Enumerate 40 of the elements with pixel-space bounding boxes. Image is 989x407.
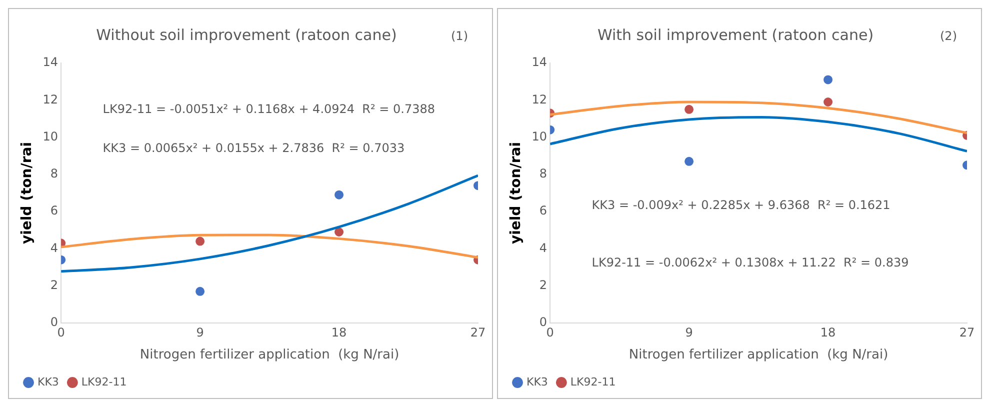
x-tick-label: 18 (820, 325, 836, 340)
y-tick-label: 14 (42, 55, 58, 70)
x-tick-label: 18 (331, 325, 347, 340)
y-tick-label: 0 (50, 315, 58, 330)
chart-title: With soil improvement (ratoon cane) (597, 26, 874, 44)
y-tick-label: 8 (539, 166, 548, 181)
line-series (61, 174, 478, 273)
y-tick-label: 14 (532, 55, 548, 70)
y-tick-label: 12 (42, 92, 58, 106)
y-tick-label: 10 (532, 129, 548, 144)
annotation: KK3 = -0.009x² + 0.2285x + 9.6368 R² = 0.1621 (592, 198, 890, 212)
chart-title: Without soil improvement (ratoon cane) (96, 26, 397, 44)
x-tick-label: 9 (196, 325, 204, 340)
y-tick-label: 4 (50, 240, 58, 255)
legend-label: LK92-11 (570, 375, 616, 388)
text: (1) (451, 29, 468, 44)
y-axis-title: yield (ton/rai (19, 142, 36, 244)
y-tick-label: 4 (539, 240, 548, 255)
y-tick-label: 2 (539, 278, 548, 292)
line-series (550, 116, 967, 152)
y-tick-label: 12 (532, 92, 548, 106)
y-tick-label: 8 (50, 166, 58, 181)
x-tick-label: 27 (959, 325, 975, 340)
x-axis-title: Nitrogen fertilizer application (kg N/rai) (628, 348, 888, 363)
legend-label: LK92-11 (81, 375, 127, 388)
legend-label: KK3 (38, 375, 59, 388)
y-tick-label: 10 (42, 129, 58, 144)
y-axis-title: yield (ton/rai (508, 142, 524, 244)
x-tick-label: 27 (470, 325, 486, 340)
annotation: LK92-11 = -0.0051x² + 0.1168x + 4.0924 R² = 0.7388 (102, 102, 435, 116)
x-axis-title: Nitrogen fertilizer application (kg N/rai) (140, 348, 400, 363)
annotation: KK3 = 0.0065x² + 0.0155x + 2.7836 R² = 0.7033 (102, 140, 405, 155)
legend-label: KK3 (526, 375, 548, 388)
x-tick-label: 9 (685, 325, 693, 340)
text: (2) (940, 29, 957, 44)
y-tick-label: 0 (539, 315, 548, 330)
y-tick-label: 6 (50, 204, 58, 218)
annotation: LK92-11 = -0.0062x² + 0.1308x + 11.22 R² = 0.839 (592, 255, 909, 270)
y-tick-label: 6 (539, 204, 548, 218)
y-tick-label: 2 (50, 278, 58, 292)
